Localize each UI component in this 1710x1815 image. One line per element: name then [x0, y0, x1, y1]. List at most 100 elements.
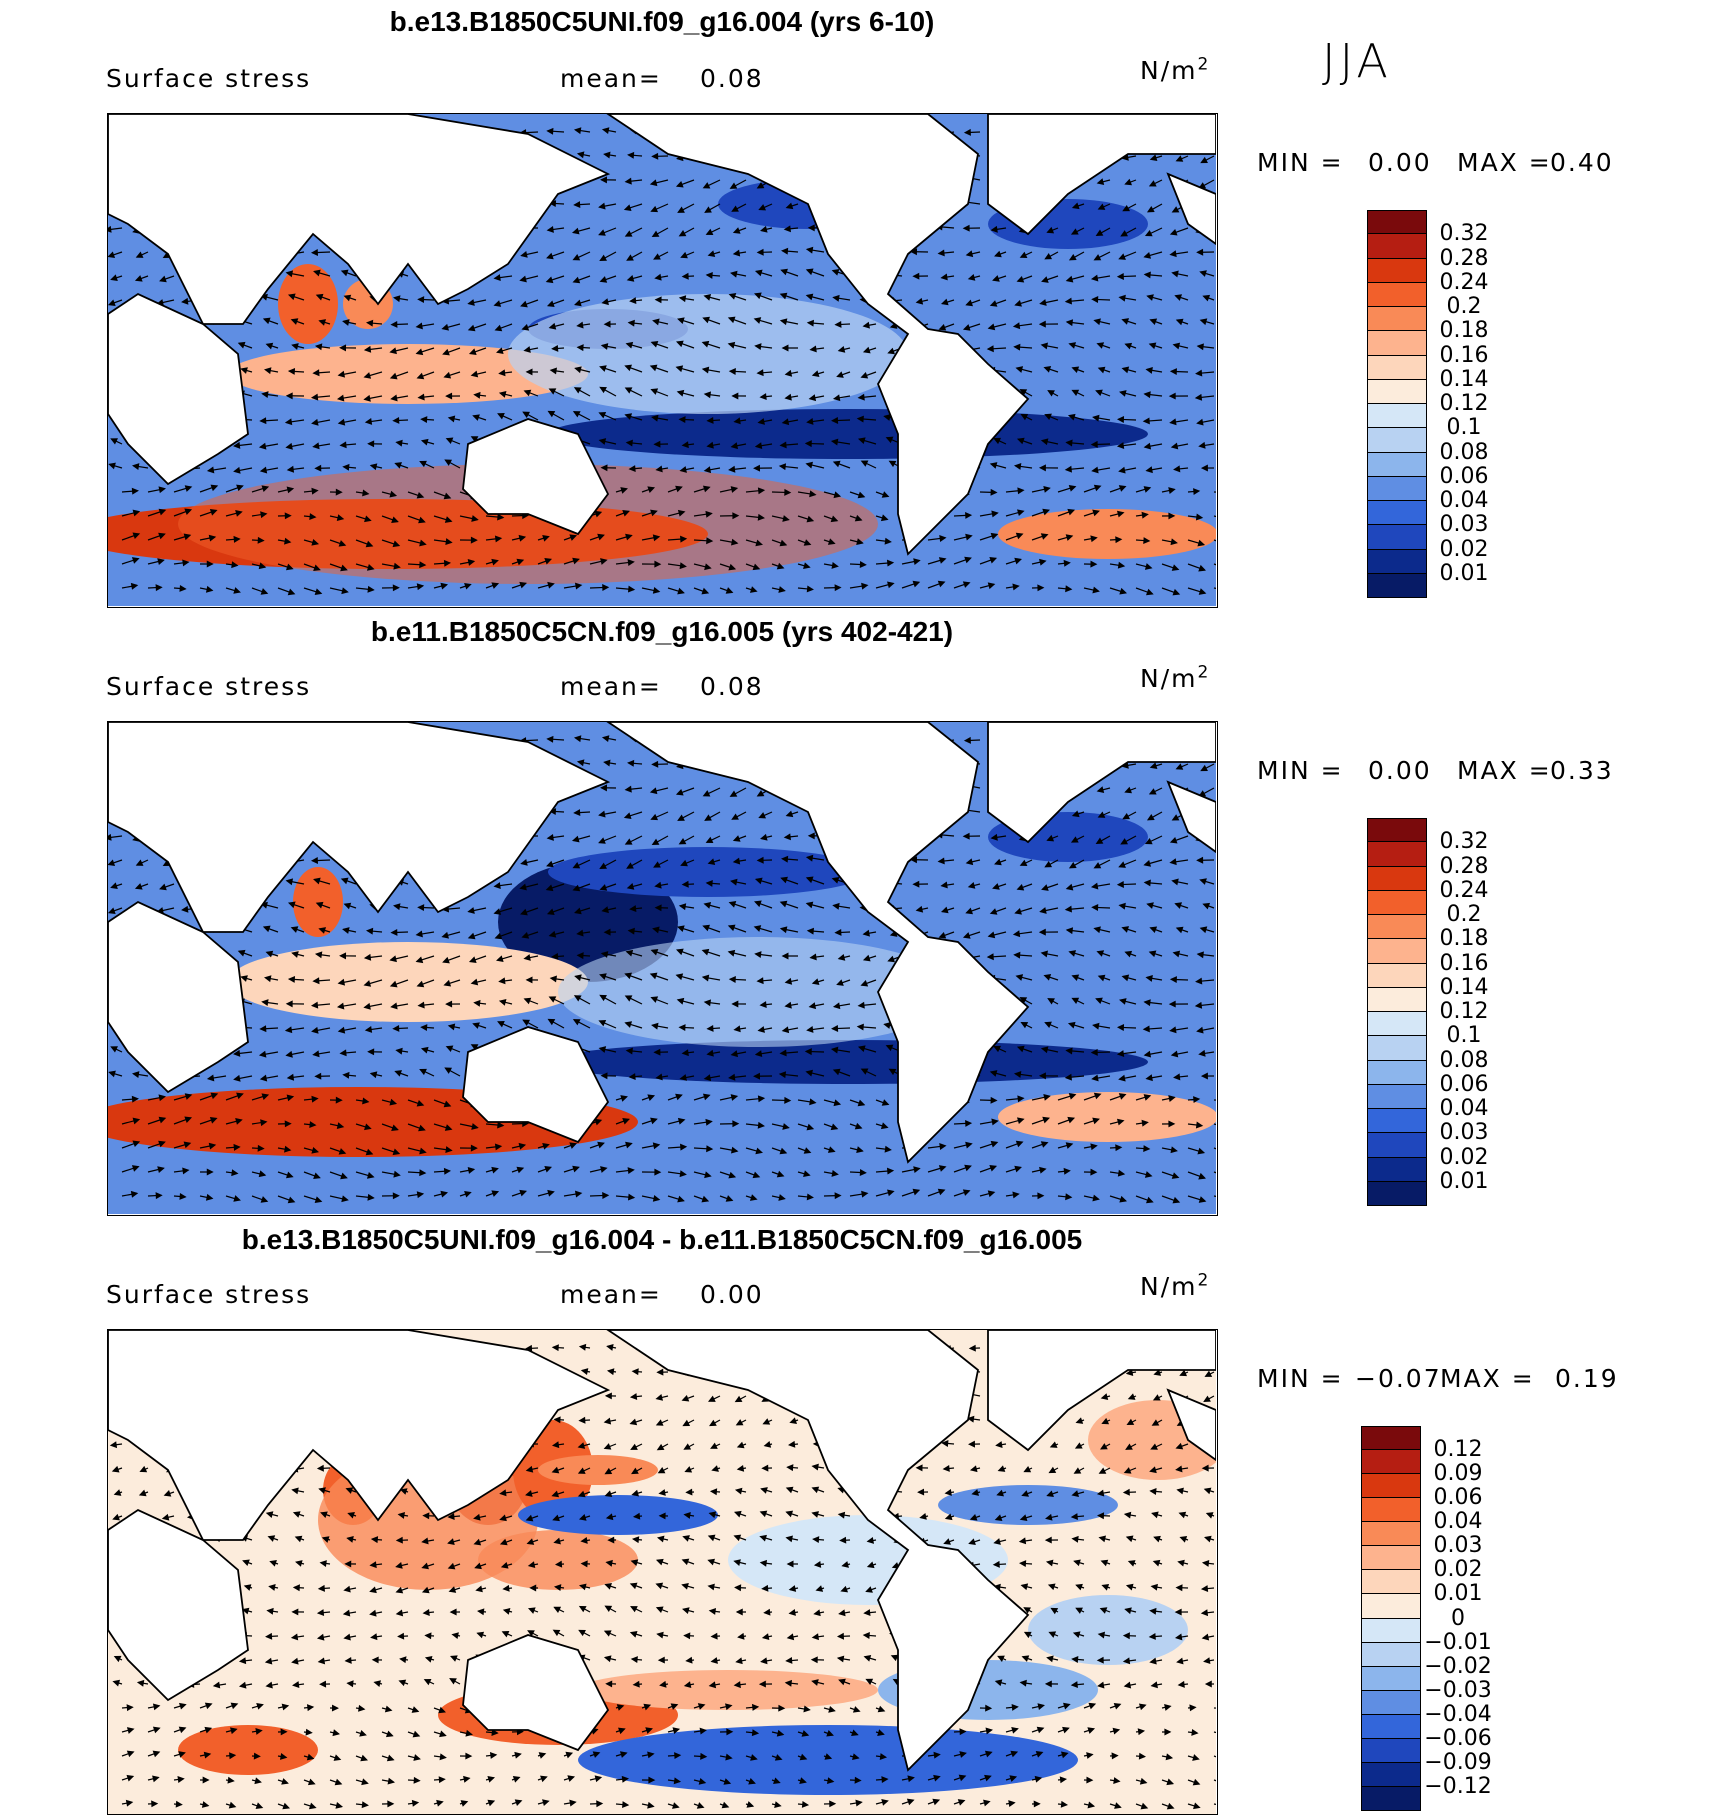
stress-arrow-head [1092, 1194, 1100, 1202]
stress-arrow-head [705, 879, 713, 887]
stress-contour [578, 1725, 1078, 1795]
stress-arrow-head [655, 1582, 664, 1590]
stress-arrow-head [624, 230, 633, 237]
stress-arrow-head [578, 1629, 586, 1637]
stress-arrow-head [1068, 950, 1077, 957]
stress-arrow-head [727, 316, 736, 324]
stress-arrow-head [392, 584, 400, 592]
stress-arrow-head [578, 1514, 587, 1521]
stress-arrow-head [1068, 1093, 1077, 1100]
stress-arrow-head [654, 273, 662, 281]
stress-arrow-head [676, 997, 685, 1005]
stress-arrow-head [398, 1679, 407, 1687]
stress-arrow-head [1065, 1047, 1073, 1055]
stress-arrow-head [364, 417, 373, 425]
stress-arrow-head [546, 860, 554, 868]
stress-arrow-head [238, 1657, 247, 1665]
stress-arrow-head [417, 296, 425, 304]
stress-arrow-head [576, 759, 585, 767]
stress-arrow-head [643, 1703, 652, 1711]
stress-arrow-head [786, 1464, 794, 1472]
stress-arrow-head [1202, 902, 1211, 910]
stress-arrow-head [310, 1001, 319, 1009]
stress-arrow-head [805, 1069, 813, 1077]
stress-arrow-head [258, 1050, 267, 1058]
stress-arrow-head [1044, 1680, 1052, 1688]
stress-arrow-head [390, 394, 398, 402]
stress-arrow-head [131, 487, 139, 495]
stress-arrow-head [417, 1001, 425, 1009]
stress-arrow-head [502, 1584, 510, 1592]
stress-arrow-head [620, 1095, 628, 1102]
stress-arrow-head [1198, 1196, 1207, 1203]
stress-arrow-head [883, 414, 891, 421]
stress-arrow-head [856, 415, 864, 423]
stress-arrow-head [969, 1514, 978, 1521]
panel-2-field [108, 722, 1216, 1214]
stress-arrow-head [788, 1440, 796, 1448]
stress-arrow-head [625, 439, 633, 447]
stress-arrow-head [706, 1145, 714, 1153]
stress-arrow-head [1071, 389, 1080, 397]
stress-arrow-head [552, 1514, 560, 1522]
stress-arrow-head [181, 297, 189, 305]
stress-arrow-head [440, 582, 448, 590]
stress-arrow-head [1168, 1095, 1176, 1102]
stress-arrow-head [268, 1584, 276, 1591]
stress-arrow-head [1065, 1142, 1074, 1149]
stress-arrow-head [233, 1195, 241, 1202]
stress-arrow-head [756, 369, 764, 377]
stress-arrow-head [1041, 884, 1049, 891]
stress-arrow-head [369, 1561, 377, 1569]
stress-arrow-head [1014, 908, 1022, 915]
stress-arrow [1213, 1099, 1216, 1101]
stress-arrow-head [806, 515, 815, 523]
stress-arrow-head [1071, 810, 1080, 818]
stress-arrow-head [184, 1116, 193, 1124]
stress-arrow-head [470, 978, 479, 986]
stress-arrow-head [810, 1656, 818, 1664]
stress-arrow-head [571, 835, 580, 843]
stress-arrow-head [411, 1706, 420, 1713]
stress-arrow-head [1065, 439, 1073, 447]
stress-arrow-head [943, 1538, 951, 1545]
stress-arrow-head [470, 436, 479, 443]
stress-arrow-head [733, 1559, 741, 1566]
stress-arrow-head [1045, 1559, 1054, 1567]
stress-arrow-head [1174, 902, 1183, 909]
stress-arrow-head [1153, 1535, 1161, 1543]
stress-arrow-head [963, 736, 971, 744]
stress-arrow-head [394, 462, 402, 469]
panel-1-map [107, 113, 1218, 608]
stress-arrow-head [1037, 584, 1045, 592]
stress-arrow-head [987, 1190, 996, 1198]
stress-arrow-head [1021, 1490, 1029, 1497]
stress-arrow-head [1093, 318, 1101, 326]
stress-arrow-head [470, 536, 478, 544]
stress-arrow-head [1096, 1656, 1104, 1664]
stress-arrow-head [623, 812, 632, 820]
stress-arrow-head [606, 1368, 615, 1376]
stress-arrow-head [291, 1487, 299, 1495]
stress-arrow-head [862, 954, 871, 962]
stress-arrow-head [704, 814, 712, 821]
stress-arrow-head [940, 273, 948, 281]
stress-arrow-head [390, 928, 398, 936]
stress-arrow-head [1175, 763, 1184, 770]
stress-arrow-head [681, 1394, 690, 1402]
stress-arrow-head [860, 371, 869, 379]
stress-arrow-head [1175, 318, 1184, 326]
stress-arrow-head [546, 300, 555, 308]
stress-arrow-head [753, 317, 762, 324]
stress-arrow-head [112, 1679, 121, 1687]
stress-arrow-head [447, 1538, 455, 1546]
stress-arrow-head [551, 1344, 559, 1352]
stress-arrow-head [730, 442, 739, 450]
stress-arrow-head [1174, 1608, 1182, 1616]
stress-arrow-head [782, 1123, 790, 1130]
stress-arrow-head [1093, 1092, 1102, 1100]
stress-arrow-head [1044, 1536, 1052, 1544]
stress-arrow-head [1121, 926, 1130, 933]
stress-arrow-head [415, 322, 423, 330]
stress-arrow-head [445, 1045, 454, 1052]
